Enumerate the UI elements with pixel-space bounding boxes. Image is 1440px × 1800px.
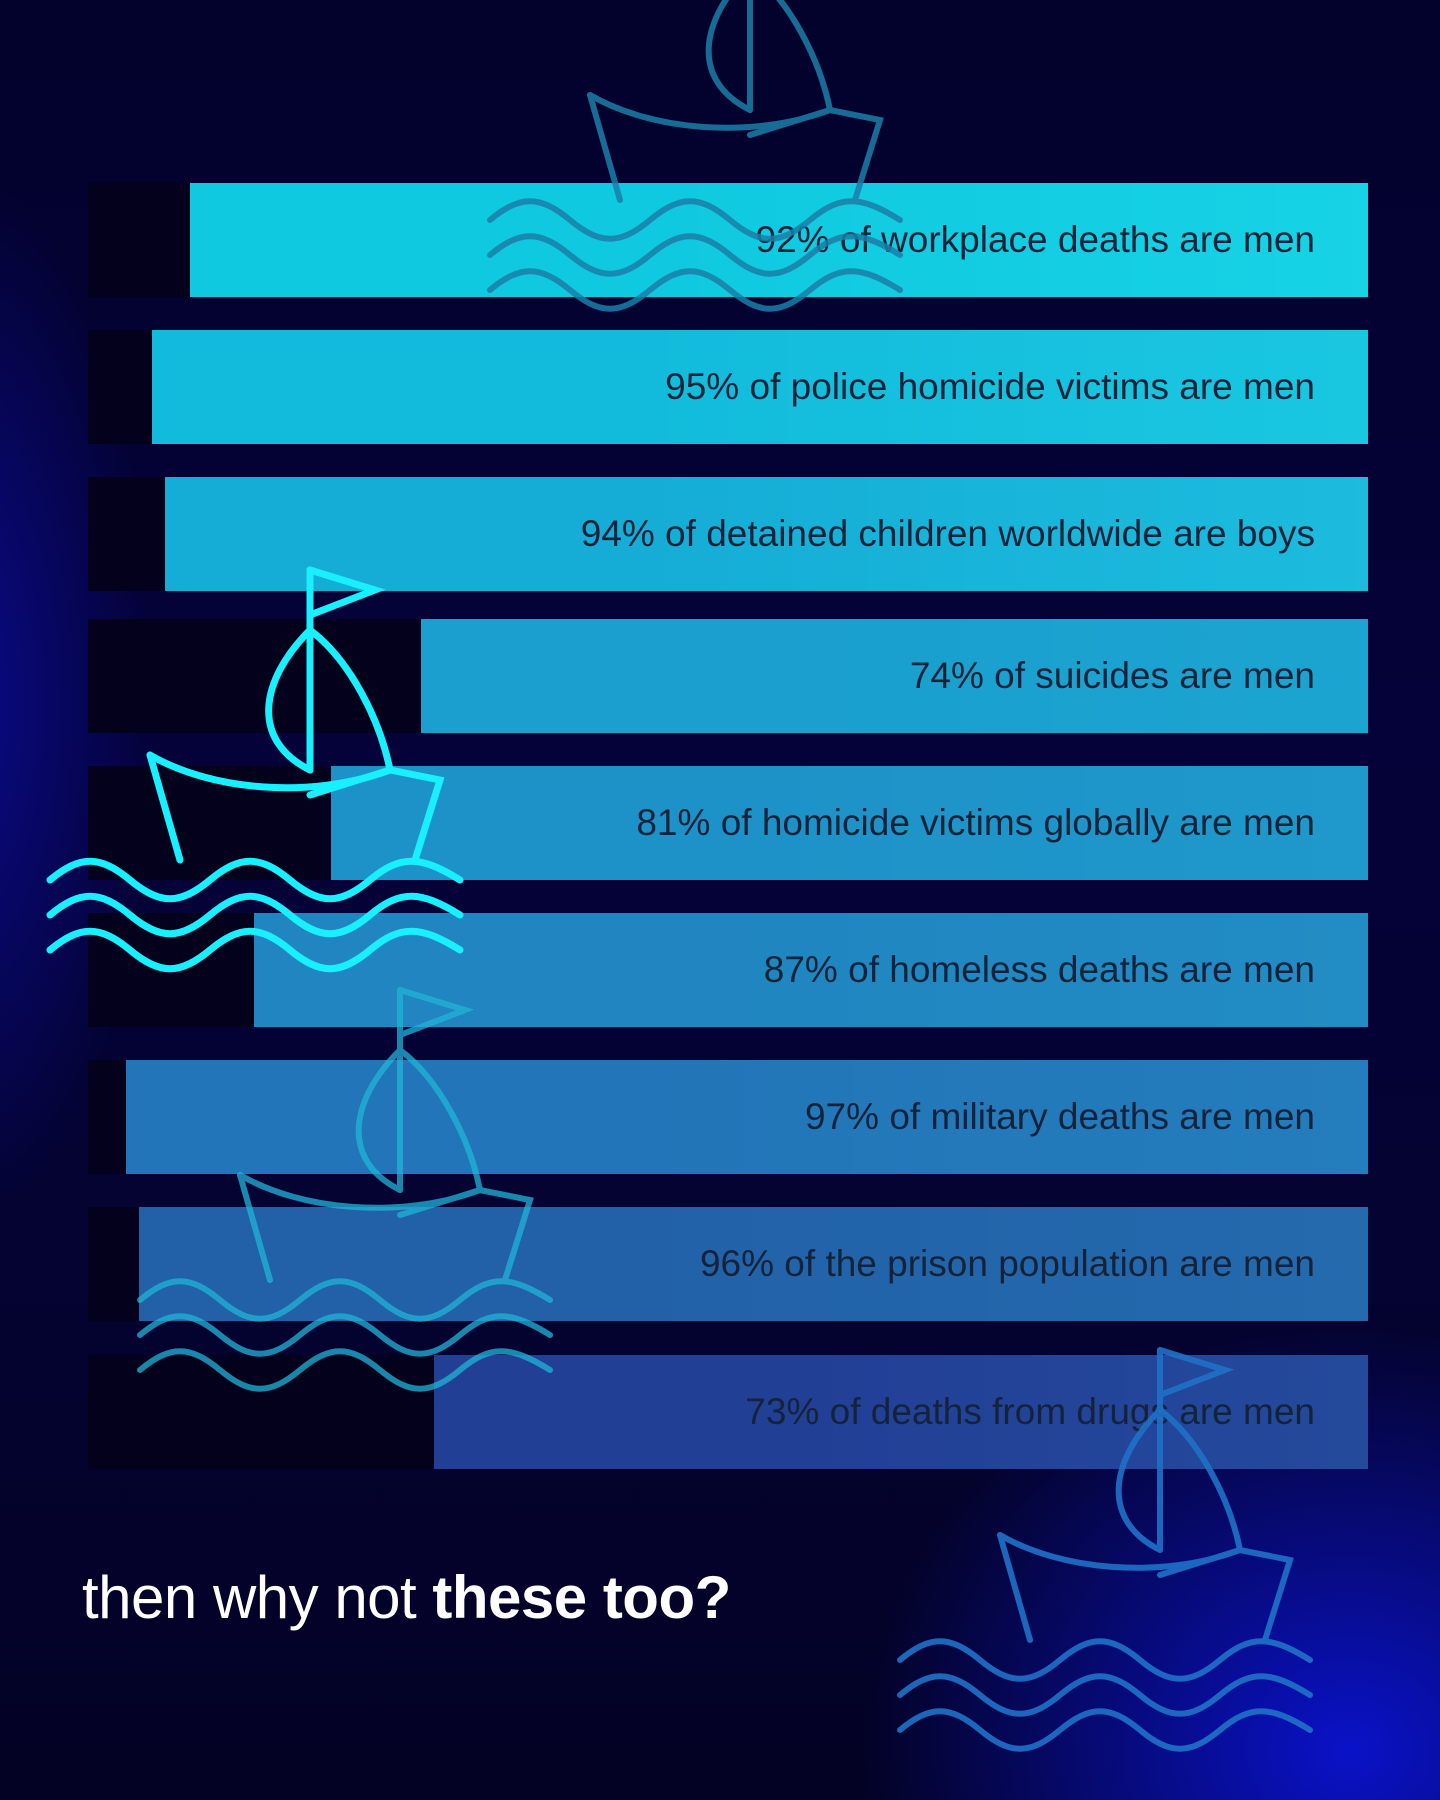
footer-regular: then why not — [82, 1564, 433, 1631]
footer-bold: these too? — [432, 1564, 731, 1631]
bar-label: 95% of police homicide victims are men — [665, 366, 1315, 407]
bar-label: 96% of the prison population are men — [699, 1243, 1315, 1284]
footer-caption: then why not these too? — [82, 1563, 731, 1632]
bar — [420, 619, 1368, 733]
bar-label: 73% of deaths from drugs are men — [745, 1391, 1315, 1432]
bar-label: 97% of military deaths are men — [804, 1096, 1315, 1137]
bar — [331, 766, 1368, 880]
bar-label: 87% of homeless deaths are men — [763, 949, 1315, 990]
bar-label: 94% of detained children worldwide are b… — [580, 513, 1315, 554]
bar-label: 81% of homicide victims globally are men — [636, 802, 1315, 843]
bar-label: 92% of workplace deaths are men — [755, 219, 1315, 260]
bar — [152, 330, 1368, 444]
bar-label: 74% of suicides are men — [909, 655, 1315, 696]
